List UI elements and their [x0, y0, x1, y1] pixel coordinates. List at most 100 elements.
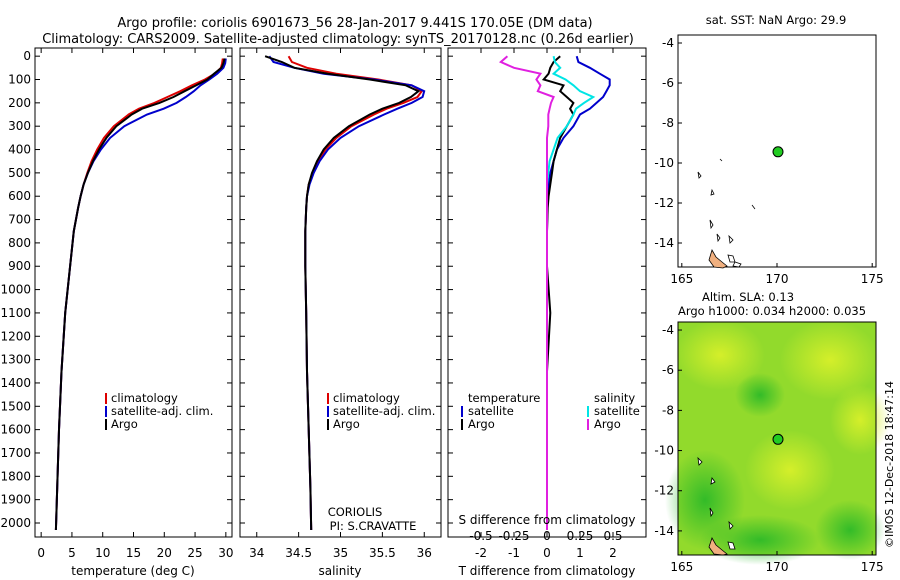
sst-map-title: sat. SST: NaN Argo: 29.9 — [706, 13, 847, 27]
map-y-tick-label: -10 — [654, 156, 674, 170]
legend-label-temp-argo: Argo — [468, 417, 495, 431]
x-tick-label: 2 — [609, 546, 617, 560]
difference-panel: -2 -1 0 1 2 -0.5 -0.25 0 0.25 0.5 S difference f… — [447, 47, 647, 578]
island-shape — [728, 520, 734, 530]
title-line1: Argo profile: coriolis 6901673_56 28-Jan… — [117, 16, 592, 31]
x-tick-label: 10 — [95, 546, 110, 560]
map-y-tick-label: -8 — [662, 116, 674, 130]
sla-low-patch — [815, 500, 885, 560]
salinity-panel: 34 34.5 35 35.5 36 salinity climatology sate… — [239, 47, 442, 578]
map-y-tick-label: -14 — [654, 236, 674, 250]
legend-label-temp-satellite: satellite — [468, 404, 514, 418]
depth-tick-label: 100 — [8, 73, 31, 87]
depth-tick-label: 800 — [8, 236, 31, 250]
depth-tick-label: 200 — [8, 96, 31, 110]
x-tick-label: 35.5 — [369, 546, 396, 560]
x2-tick-label: -0.25 — [498, 529, 529, 543]
x-tick-label: 15 — [126, 546, 141, 560]
t-difference-xlabel: T difference from climatology — [458, 564, 636, 578]
legend-title-temperature: temperature — [468, 391, 540, 405]
map-y-tick-label: -12 — [654, 484, 674, 498]
depth-tick-label: 300 — [8, 119, 31, 133]
series-line-satellite-adj-clim- — [54, 58, 227, 531]
map-x-tick-label: 170 — [766, 560, 789, 574]
salinity-legend: climatology satellite-adj. clim. Argo — [327, 391, 435, 431]
depth-tick-label: 400 — [8, 143, 31, 157]
data-center-label: CORIOLIS — [328, 505, 383, 519]
map-y-tick-label: -14 — [654, 524, 674, 538]
map-y-tick-label: -12 — [654, 196, 674, 210]
depth-tick-label: 1000 — [0, 283, 31, 297]
sla-high-patch — [830, 385, 890, 455]
difference-legend: temperature salinity satellite Argo sate… — [461, 391, 640, 431]
temperature-xlabel: temperature (deg C) — [71, 564, 194, 578]
island-shape — [708, 248, 728, 269]
sla-map-subtitle: Argo h1000: 0.034 h2000: 0.035 — [678, 304, 866, 318]
legend-label-satellite: satellite-adj. clim. — [111, 404, 213, 418]
x-tick-label: -2 — [475, 546, 487, 560]
island-shape — [719, 158, 723, 162]
x-tick-label: 34.5 — [285, 546, 312, 560]
s-difference-xlabel: S difference from climatology — [459, 513, 636, 527]
map-x-tick-label: 165 — [670, 560, 693, 574]
x-tick-label: 30 — [218, 546, 233, 560]
island-shape — [727, 254, 736, 263]
title-line2: Climatology: CARS2009. Satellite-adjuste… — [42, 32, 634, 47]
legend-label-sal-argo: Argo — [594, 417, 621, 431]
series-line-climatology — [54, 58, 224, 531]
map-x-tick-label: 175 — [861, 560, 884, 574]
x-tick-label: 0 — [543, 546, 551, 560]
depth-tick-label: 1200 — [0, 329, 31, 343]
map-y-tick-label: -4 — [662, 36, 674, 50]
temperature-legend: climatology satellite-adj. clim. Argo — [105, 391, 213, 431]
series-line-salinity-satellite — [546, 55, 596, 530]
legend-label-sal-satellite: satellite — [594, 404, 640, 418]
x2-tick-label: 0.5 — [603, 529, 622, 543]
legend-label-argo: Argo — [333, 417, 360, 431]
map-y-tick-label: -8 — [662, 403, 674, 417]
depth-tick-label: 1400 — [0, 376, 31, 390]
x-tick-label: -1 — [508, 546, 520, 560]
sla-low-patch — [735, 373, 785, 417]
series-line-argo — [264, 55, 421, 531]
x-tick-label: 20 — [157, 546, 172, 560]
map-y-tick-label: -6 — [662, 76, 674, 90]
sla-high-patch — [780, 320, 880, 400]
x-tick-label: 35 — [333, 546, 348, 560]
sla-high-patch — [675, 320, 765, 390]
series-line-argo — [54, 58, 226, 531]
x-tick-label: 1 — [576, 546, 584, 560]
depth-tick-label: 2000 — [0, 516, 31, 530]
depth-tick-label: 1900 — [0, 493, 31, 507]
depth-tick-label: 1500 — [0, 399, 31, 413]
legend-title-salinity: salinity — [594, 391, 635, 405]
x-tick-label: 25 — [187, 546, 202, 560]
x-tick-label: 36 — [417, 546, 432, 560]
island-shape — [709, 219, 714, 230]
watermark: ©IMOS 12-Dec-2018 18:47:14 — [883, 381, 896, 548]
depth-tick-label: 900 — [8, 259, 31, 273]
x2-tick-label: 0 — [543, 529, 551, 543]
depth-tick-label: 1300 — [0, 353, 31, 367]
salinity-xlabel: salinity — [318, 564, 361, 578]
series-line-temperature-argo — [541, 55, 575, 530]
depth-tick-label: 0 — [23, 49, 31, 63]
map-y-tick-label: -4 — [662, 323, 674, 337]
pi-label: PI: S.CRAVATTE — [330, 519, 417, 533]
depth-tick-label: 600 — [8, 189, 31, 203]
sst-map: sat. SST: NaN Argo: 29.9 165 170 175 -4 -6 -… — [654, 13, 883, 286]
depth-tick-label: 1700 — [0, 446, 31, 460]
island-shape — [710, 477, 716, 485]
sla-high-patch — [745, 430, 835, 510]
map-x-tick-label: 175 — [861, 272, 884, 286]
depth-axis-labels: 0 100 200 300 400 500 600 700 800 900 1000 1100 1200… — [0, 49, 31, 530]
island-shape — [697, 456, 703, 466]
sst-map-coastlines — [697, 158, 756, 269]
sla-low-patch — [700, 515, 820, 565]
island-shape — [727, 541, 736, 550]
series-line-salinity-argo — [498, 55, 555, 530]
x-tick-label: 5 — [68, 546, 76, 560]
depth-tick-label: 1100 — [0, 306, 31, 320]
map-x-tick-label: 165 — [670, 272, 693, 286]
